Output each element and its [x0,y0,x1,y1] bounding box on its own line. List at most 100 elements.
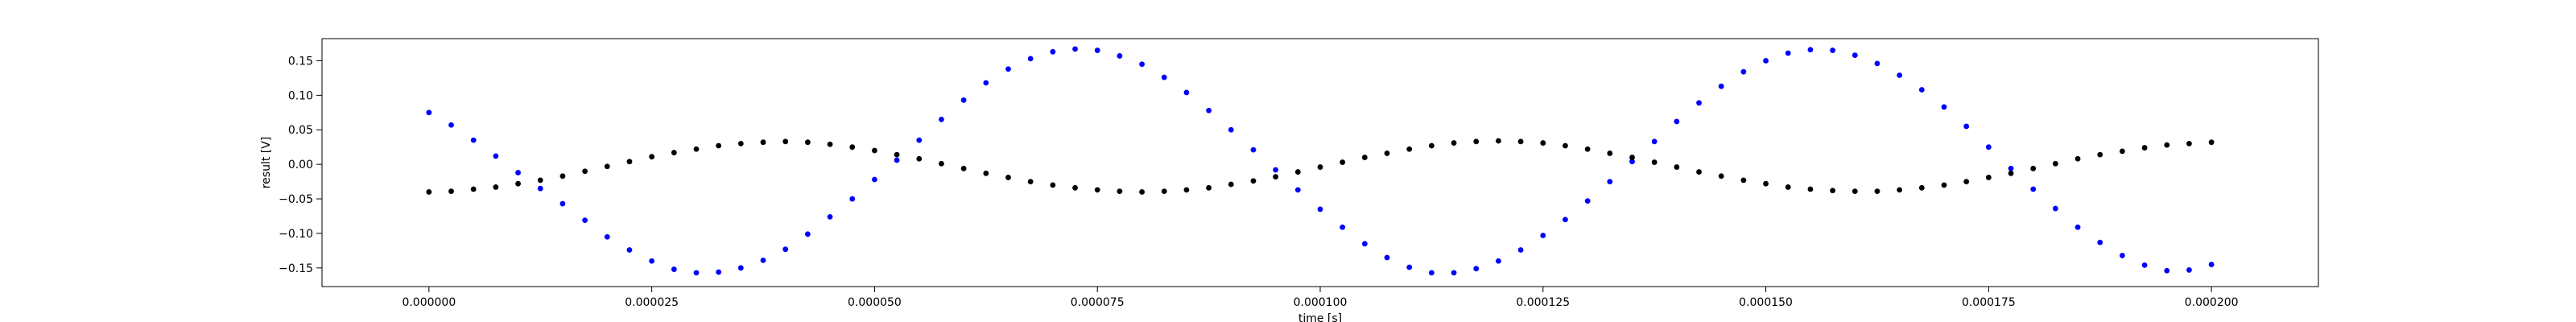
data-point [1161,74,1167,80]
data-point [470,186,477,192]
data-point [604,233,610,240]
data-point [582,217,588,224]
data-point [515,180,521,187]
data-point [1094,187,1100,193]
data-point [1117,53,1123,59]
data-point [782,246,789,253]
data-point [1317,164,1323,170]
data-point [1050,182,1056,188]
data-point [1406,264,1413,270]
data-point [1496,138,1501,144]
data-point [1206,107,1212,114]
data-point [1517,138,1524,145]
data-point [582,168,588,175]
data-point [983,170,989,176]
data-point [1807,186,1814,192]
data-point [426,109,432,116]
data-point [2008,170,2014,176]
data-point [849,144,856,151]
data-point [1563,142,1568,149]
data-point [716,142,722,149]
data-point [559,173,566,180]
data-point [827,213,833,220]
data-point [1740,177,1747,184]
plot-frame [321,38,2319,287]
data-point [537,185,543,192]
y-tick-label: 0.10 [288,89,313,102]
data-point [760,257,766,263]
data-point [1117,188,1123,195]
data-point [1428,270,1435,276]
data-point [1985,175,1992,180]
data-point [537,177,543,184]
data-point [671,150,677,155]
data-point [1540,140,1546,146]
data-point [1384,254,1390,261]
data-point [1273,167,1279,173]
data-point [1807,47,1814,53]
data-point [626,159,633,165]
series-1 [426,138,2215,195]
x-tick-label: 0.000150 [1739,296,1793,309]
data-point [626,247,633,253]
data-point [1027,179,1034,184]
data-point [1050,48,1056,55]
y-tick-label: −0.10 [279,228,313,241]
data-point [1473,138,1480,145]
data-point [1963,179,1970,184]
data-point [1874,60,1880,67]
data-point [1830,188,1836,194]
data-point [1941,104,1947,110]
data-point [1273,174,1279,180]
data-point [1629,159,1635,165]
data-point [983,80,989,86]
data-point [1005,66,1011,72]
data-point [1406,146,1413,152]
data-point [1517,247,1524,253]
y-tick-label: 0.05 [288,124,313,137]
data-point [916,137,923,143]
data-point [1874,188,1880,195]
series-layer [426,46,2215,276]
data-point [1830,47,1836,53]
data-point [872,176,877,183]
data-point [1718,173,1724,180]
data-point [1228,126,1234,133]
data-point [2164,267,2170,274]
data-point [1384,151,1390,156]
data-point [1763,180,1769,187]
data-point [1785,50,1791,56]
data-point [493,153,499,159]
data-point [1897,187,1903,193]
series-0 [426,46,2215,276]
data-point [1674,118,1680,125]
data-point [1963,123,1970,130]
data-point [1718,83,1724,89]
data-point [693,146,700,152]
data-point [1228,181,1234,188]
data-point [1941,182,1947,188]
data-point [1072,46,1078,52]
data-point [2074,224,2081,230]
data-point [1584,198,1591,204]
data-point [760,139,766,146]
data-point [2030,186,2037,192]
data-point [1785,184,1791,190]
data-point [2008,165,2014,171]
data-point [1918,87,1925,93]
data-point [2052,160,2058,167]
y-tick-label: −0.15 [279,262,313,275]
data-point [1027,56,1034,62]
data-point [1473,266,1480,272]
x-tick-label: 0.000050 [848,296,902,309]
data-point [1674,164,1680,170]
data-point [872,147,877,154]
data-point [671,266,677,272]
data-point [2120,252,2125,258]
data-point [1294,169,1301,175]
data-point [2074,155,2081,162]
data-point [1250,147,1257,153]
data-point [849,196,856,202]
x-tick-label: 0.000000 [402,296,456,309]
